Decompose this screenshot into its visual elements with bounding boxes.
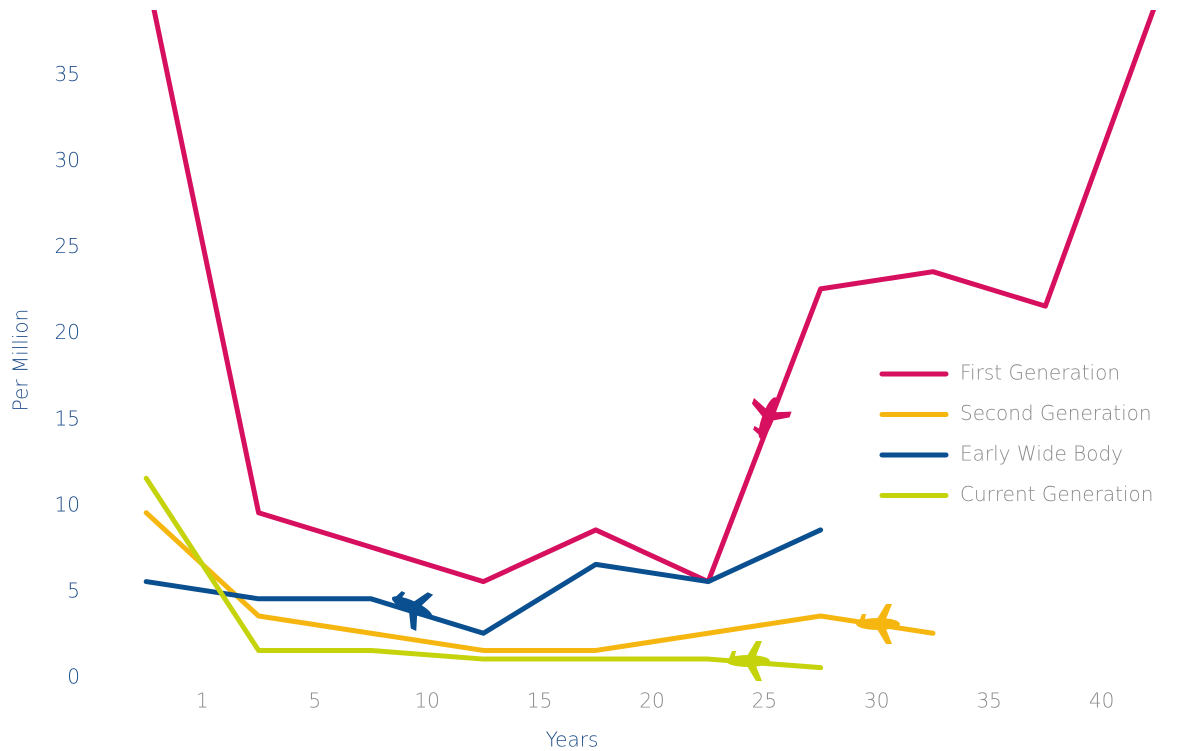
series-line (143, 475, 824, 671)
series-line (143, 527, 824, 636)
x-tick-label: 40 (1089, 689, 1114, 713)
x-tick-label: 10 (414, 689, 439, 713)
x-tick-label: 35 (976, 689, 1001, 713)
plane-icon (856, 604, 900, 644)
y-tick-label: 5 (67, 578, 80, 602)
y-tick-label: 30 (55, 148, 80, 172)
legend-label: Early Wide Body (960, 442, 1123, 466)
plane-icon (391, 591, 434, 632)
x-tick-label: 5 (308, 689, 321, 713)
y-tick-label: 15 (55, 406, 80, 430)
y-tick-label: 35 (55, 62, 80, 86)
plane-icon (726, 641, 770, 681)
x-tick-label: 1 (196, 689, 209, 713)
series-line (143, 510, 936, 653)
y-tick-label: 25 (55, 234, 80, 258)
plane-icon (751, 397, 792, 439)
legend-label: Current Generation (960, 482, 1153, 506)
legend-label: Second Generation (960, 401, 1152, 425)
x-tick-label: 15 (527, 689, 552, 713)
series-line (151, 10, 1157, 585)
plane-icons (391, 397, 900, 681)
x-tick-label: 20 (639, 689, 664, 713)
y-tick-label: 20 (55, 320, 80, 344)
legend-label: First Generation (960, 361, 1120, 385)
x-tick-label: 25 (752, 689, 777, 713)
y-tick-label: 0 (67, 665, 80, 689)
y-axis-label: Per Million (9, 309, 33, 412)
plot-area (143, 10, 1157, 671)
x-axis-label: Years (546, 728, 599, 751)
x-tick-label: 30 (864, 689, 889, 713)
y-tick-label: 10 (55, 492, 80, 516)
